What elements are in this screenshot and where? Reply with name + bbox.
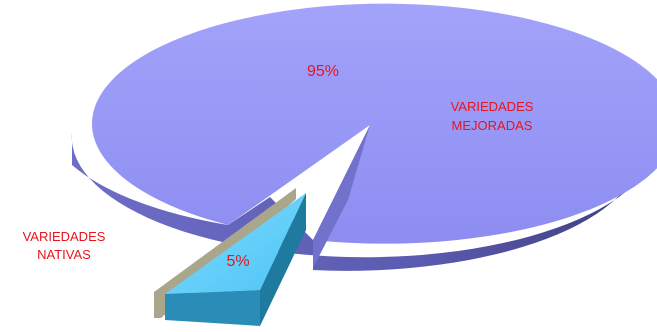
- slice-variedades-nativas-inner-face: [260, 193, 306, 326]
- slice-variedades-mejoradas: [71, 3, 657, 271]
- slice-variedades-mejoradas-inner-face: [313, 125, 370, 268]
- category-label-mejoradas-line2: MEJORADAS: [452, 118, 533, 133]
- slice-variedades-mejoradas-top: [92, 3, 657, 244]
- slice-variedades-nativas: [154, 188, 306, 326]
- slice-variedades-mejoradas-side: [71, 96, 657, 271]
- value-label-95: 95%: [307, 63, 339, 80]
- value-label-5: 5%: [226, 253, 249, 270]
- category-label-mejoradas-line1: VARIEDADES: [451, 99, 534, 114]
- category-label-nativas-line2: NATIVAS: [37, 247, 91, 262]
- category-label-nativas-line1: VARIEDADES: [23, 229, 106, 244]
- slice-variedades-nativas-side: [165, 290, 260, 326]
- slice-variedades-nativas-top: [165, 193, 306, 294]
